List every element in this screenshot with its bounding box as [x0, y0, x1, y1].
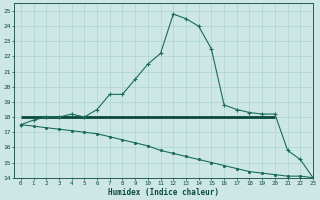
X-axis label: Humidex (Indice chaleur): Humidex (Indice chaleur) [108, 188, 219, 197]
